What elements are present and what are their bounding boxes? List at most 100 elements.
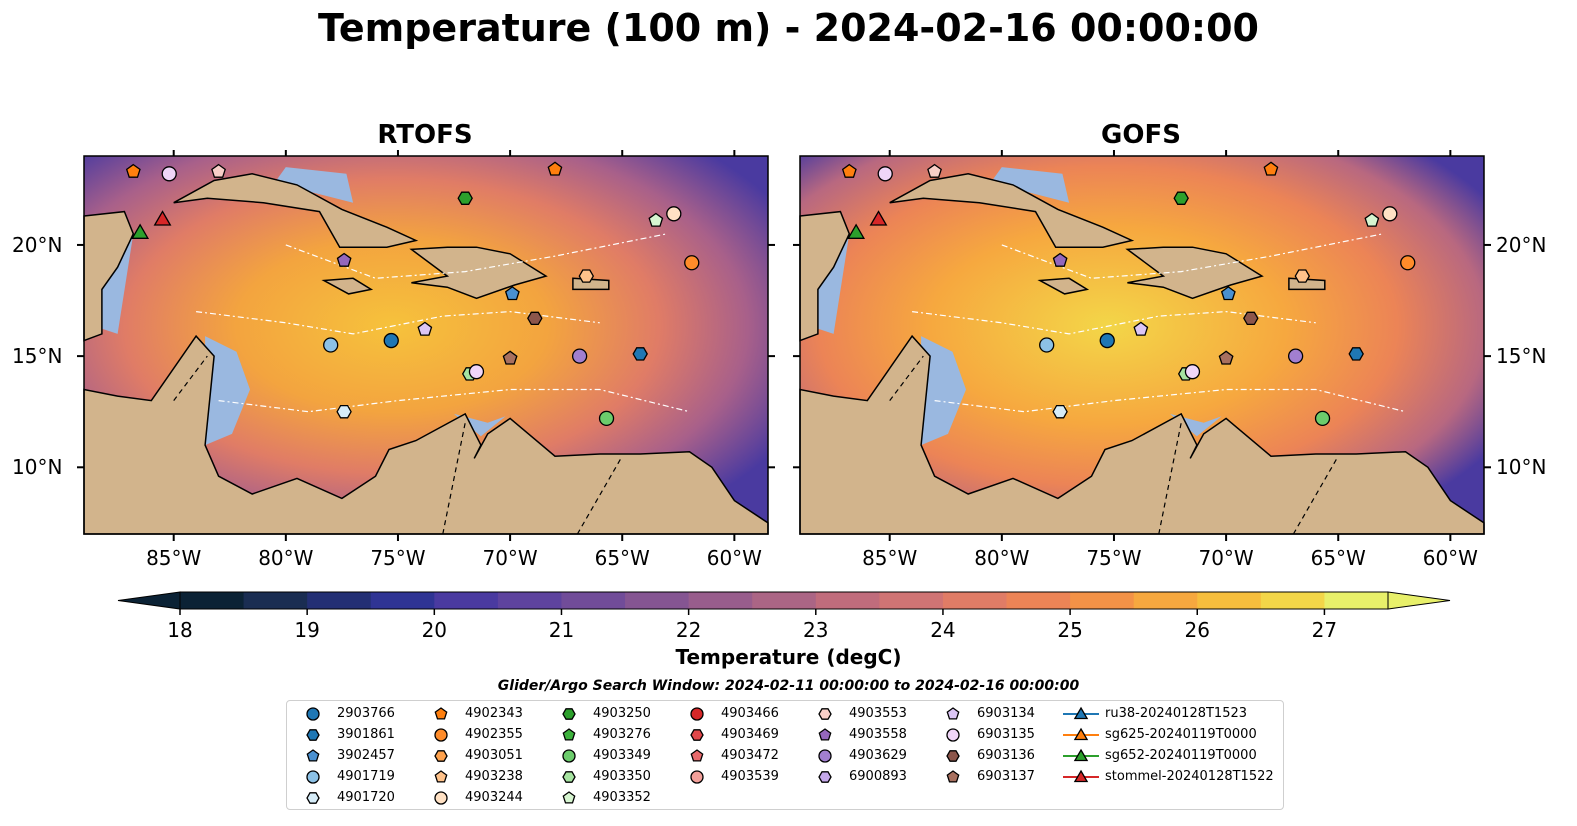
float-marker-2903766 xyxy=(1099,332,1115,349)
colorbar-extend-high xyxy=(1387,591,1451,610)
colorbar-tick-label: 22 xyxy=(675,618,702,642)
shelf-region xyxy=(274,167,354,203)
colorbar-tick-label: 19 xyxy=(294,618,320,642)
lon-label: 65°W xyxy=(1310,546,1366,570)
legend-marker-hexagon xyxy=(946,750,960,762)
colorbar-segment xyxy=(625,592,690,609)
float-marker-4902343 xyxy=(841,163,857,178)
float-marker-4903244 xyxy=(211,163,226,178)
lat-label-right: 10°N xyxy=(1496,455,1547,480)
legend-label: 4903539 xyxy=(721,769,779,784)
colorbar-segment xyxy=(1133,592,1198,609)
float-marker-6903134 xyxy=(1133,321,1149,336)
legend-symbol xyxy=(306,729,320,741)
float-marker-4903558 xyxy=(336,252,352,267)
legend-symbol xyxy=(946,707,960,720)
colorbar-tick-label: 27 xyxy=(1311,618,1338,642)
colorbar-extend-low xyxy=(117,591,181,610)
legend-marker-pentagon xyxy=(562,728,576,741)
float-marker-4902343b xyxy=(1263,161,1279,176)
legend-marker-hexagon xyxy=(818,708,832,720)
legend-marker-circle xyxy=(562,749,576,763)
boundary-line xyxy=(285,233,668,279)
colorbar-segment xyxy=(752,592,817,609)
legend-label: 4903558 xyxy=(849,727,907,742)
float-marker-4903349 xyxy=(1314,410,1331,427)
lon-label: 85°W xyxy=(146,546,202,570)
country-border xyxy=(1292,455,1339,535)
lat-label-left: 20°N xyxy=(12,232,63,257)
float-marker-6903137 xyxy=(502,350,518,365)
float-marker-4902355 xyxy=(684,255,700,271)
float-marker-4903244 xyxy=(927,163,942,178)
country-border xyxy=(1158,422,1182,535)
lon-label: 60°W xyxy=(1422,546,1478,570)
land-mass xyxy=(173,173,419,248)
colorbar-segment xyxy=(688,592,753,609)
legend-label: 4903352 xyxy=(593,790,651,805)
legend-marker-pentagon xyxy=(690,749,704,762)
lat-label-left: 10°N xyxy=(12,455,63,480)
float-marker-4901719 xyxy=(1039,337,1055,353)
legend-symbol xyxy=(946,728,960,742)
float-marker-4903244b xyxy=(666,206,682,222)
country-border xyxy=(442,422,466,535)
land-mass xyxy=(799,210,851,342)
map-frame xyxy=(799,155,1485,535)
lon-label: 80°W xyxy=(974,546,1030,570)
shelf-region xyxy=(205,336,250,446)
float-marker-4901719 xyxy=(323,337,339,353)
land-mass xyxy=(83,210,135,342)
legend-label: 6903134 xyxy=(977,706,1035,721)
legend-triangle xyxy=(1073,727,1089,741)
legend-label: 6903135 xyxy=(977,727,1035,742)
float-marker-4903238 xyxy=(578,269,595,283)
colorbar-tick-label: 18 xyxy=(167,618,193,642)
glider-marker-stommel-20240128T1522 xyxy=(869,210,888,226)
lon-label: 75°W xyxy=(1086,546,1142,570)
float-marker-2903766 xyxy=(383,332,399,349)
float-marker-6903134 xyxy=(417,321,433,336)
colorbar-tick-label: 25 xyxy=(1057,618,1083,642)
lon-label: 70°W xyxy=(482,546,538,570)
legend-marker-hexagon xyxy=(818,771,832,783)
float-marker-6903137 xyxy=(1218,350,1234,365)
boundary-line xyxy=(218,388,690,413)
legend-symbol xyxy=(562,791,576,804)
legend-marker-triangle-line xyxy=(1063,727,1099,741)
legend-symbol xyxy=(818,728,832,741)
legend-symbol xyxy=(306,749,320,762)
float-marker-4903629 xyxy=(1287,348,1304,364)
legend-symbol xyxy=(434,728,448,742)
legend-triangle xyxy=(1073,748,1089,762)
legend-symbol xyxy=(946,750,960,762)
legend-label: ru38-20240128T1523 xyxy=(1105,706,1248,721)
legend-marker-triangle-line xyxy=(1063,769,1099,783)
colorbar-segment xyxy=(1197,592,1262,609)
country-border xyxy=(889,355,924,401)
float-marker-4903135 xyxy=(877,166,893,182)
float-marker-4903349 xyxy=(598,410,615,427)
legend-marker-circle xyxy=(306,770,320,784)
legend-symbol xyxy=(434,770,448,783)
float-marker-3902457 xyxy=(1220,286,1236,301)
land-mass xyxy=(409,246,548,300)
float-marker-4901720 xyxy=(336,404,352,419)
legend-marker-hexagon xyxy=(690,729,704,741)
float-marker-4903238 xyxy=(1294,269,1311,283)
boundary-line xyxy=(196,310,600,335)
legend-marker-circle xyxy=(818,749,832,763)
legend-symbol xyxy=(562,728,576,741)
lon-label: 70°W xyxy=(1198,546,1254,570)
boundary-line xyxy=(912,310,1316,335)
legend-marker-pentagon xyxy=(946,770,960,783)
land-mass xyxy=(321,277,374,295)
colorbar-frame xyxy=(179,591,1389,610)
colorbar-segment xyxy=(180,592,245,609)
boundary-line xyxy=(934,388,1406,413)
legend-symbol xyxy=(818,771,832,783)
legend-symbol xyxy=(562,749,576,763)
legend-label: 4903238 xyxy=(465,769,523,784)
legend-marker-circle xyxy=(946,728,960,742)
lon-label: 85°W xyxy=(862,546,918,570)
